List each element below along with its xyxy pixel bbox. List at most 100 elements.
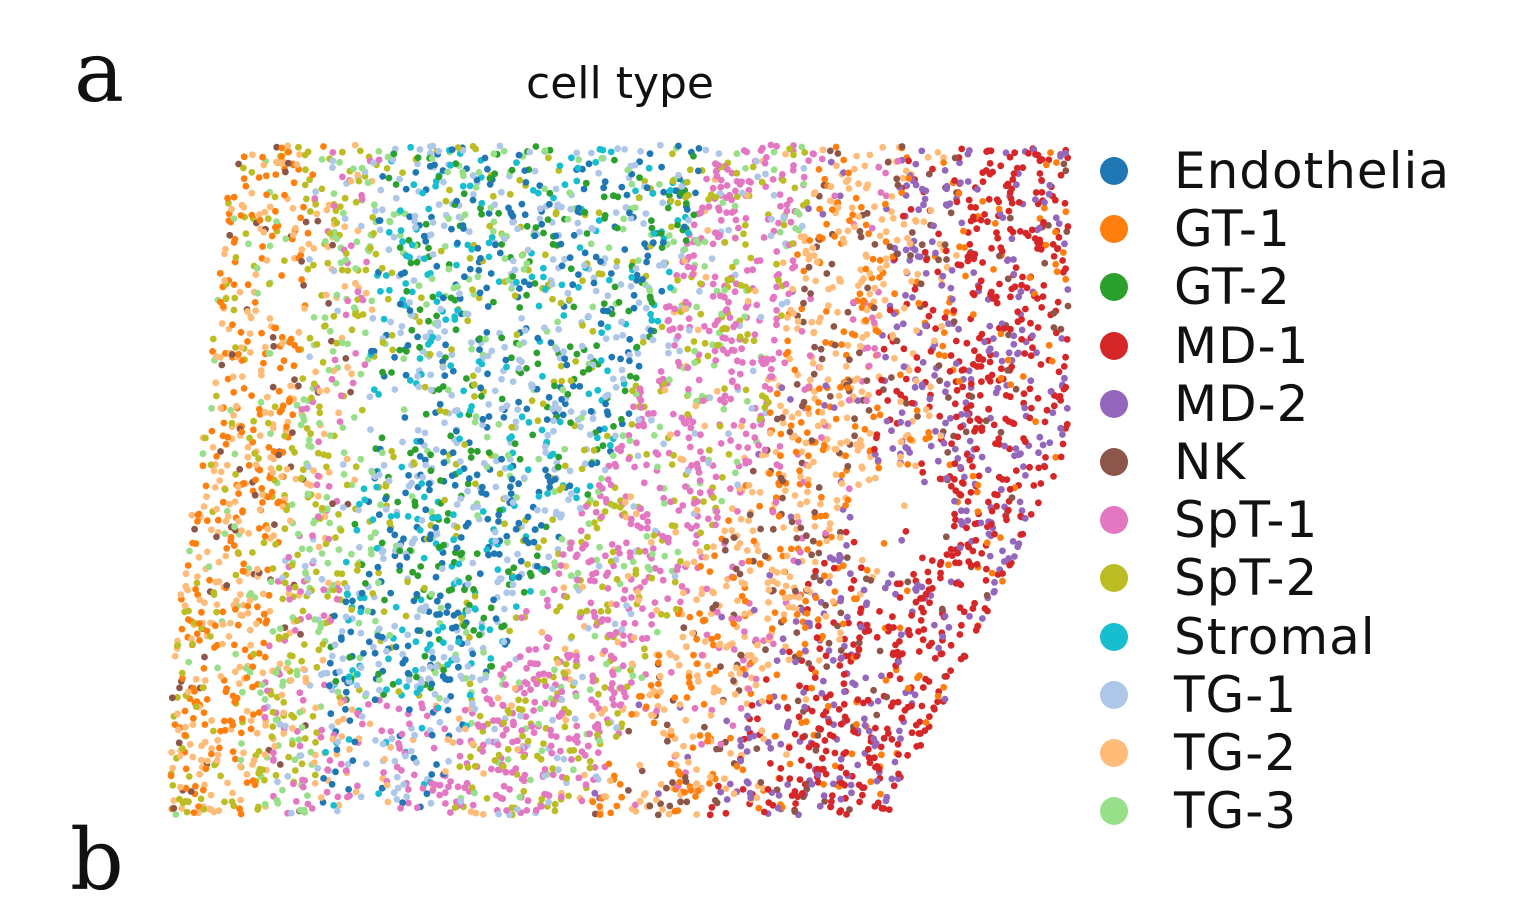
data-point bbox=[804, 476, 812, 484]
data-point bbox=[831, 341, 839, 349]
data-point bbox=[198, 608, 205, 616]
data-point bbox=[744, 297, 752, 305]
data-point bbox=[347, 177, 355, 185]
data-point bbox=[478, 210, 485, 218]
data-point bbox=[567, 265, 575, 273]
data-point bbox=[1057, 151, 1064, 158]
data-point bbox=[462, 629, 470, 636]
data-point bbox=[518, 315, 525, 322]
data-point bbox=[591, 577, 598, 585]
data-point bbox=[612, 209, 620, 217]
data-point bbox=[280, 357, 288, 365]
data-point bbox=[834, 150, 842, 157]
data-point bbox=[917, 730, 924, 737]
data-point bbox=[221, 530, 229, 537]
data-point bbox=[467, 454, 475, 461]
data-point bbox=[335, 511, 342, 518]
data-point bbox=[866, 429, 874, 437]
data-point bbox=[592, 508, 600, 516]
data-point bbox=[565, 654, 572, 661]
data-point bbox=[386, 286, 393, 294]
data-point bbox=[814, 732, 822, 739]
data-point bbox=[773, 415, 781, 423]
data-point bbox=[344, 297, 352, 305]
data-point bbox=[398, 626, 406, 634]
data-point bbox=[545, 635, 553, 643]
data-point bbox=[554, 463, 562, 471]
data-point bbox=[796, 682, 803, 690]
data-point bbox=[448, 472, 456, 479]
data-point bbox=[326, 229, 334, 237]
data-point bbox=[448, 225, 455, 233]
data-point bbox=[672, 654, 680, 661]
data-point bbox=[958, 411, 965, 418]
data-point bbox=[624, 572, 632, 580]
data-point bbox=[728, 368, 735, 375]
data-point bbox=[947, 284, 955, 292]
data-point bbox=[520, 474, 528, 482]
data-point bbox=[1045, 190, 1053, 198]
data-point bbox=[689, 418, 697, 426]
data-point bbox=[778, 312, 785, 319]
data-point bbox=[190, 687, 198, 695]
data-point bbox=[817, 512, 825, 520]
data-point bbox=[926, 713, 933, 720]
data-point bbox=[523, 807, 531, 814]
data-point bbox=[308, 805, 316, 812]
data-point bbox=[543, 643, 550, 651]
data-point bbox=[204, 757, 212, 765]
data-point bbox=[693, 766, 700, 773]
data-point bbox=[844, 462, 852, 470]
data-point bbox=[773, 142, 780, 150]
data-point bbox=[778, 384, 786, 392]
data-point bbox=[904, 684, 912, 692]
data-point bbox=[784, 314, 791, 321]
data-point bbox=[776, 191, 784, 199]
data-point bbox=[220, 717, 228, 725]
data-point bbox=[378, 784, 386, 792]
data-point bbox=[348, 481, 356, 489]
data-point bbox=[687, 786, 695, 794]
data-point bbox=[897, 735, 904, 743]
data-point bbox=[837, 647, 845, 654]
data-point bbox=[301, 181, 309, 189]
data-point bbox=[727, 671, 735, 678]
data-point bbox=[458, 549, 466, 557]
data-point bbox=[178, 805, 186, 812]
data-point bbox=[620, 215, 628, 223]
data-point bbox=[501, 605, 508, 613]
data-point bbox=[969, 472, 977, 480]
data-point bbox=[231, 698, 239, 706]
data-point bbox=[683, 798, 691, 806]
data-point bbox=[261, 408, 269, 416]
data-point bbox=[230, 306, 238, 314]
data-point bbox=[246, 349, 254, 356]
data-point bbox=[540, 273, 547, 281]
data-point bbox=[614, 710, 621, 717]
data-point bbox=[918, 583, 926, 591]
data-point bbox=[570, 766, 577, 774]
data-point bbox=[871, 203, 878, 211]
data-point bbox=[345, 786, 352, 793]
data-point bbox=[554, 318, 561, 326]
data-point bbox=[397, 329, 405, 337]
data-point bbox=[429, 514, 436, 522]
data-point bbox=[543, 791, 551, 798]
data-point bbox=[306, 545, 313, 553]
data-point bbox=[850, 538, 858, 546]
data-point bbox=[797, 500, 804, 508]
data-point bbox=[318, 156, 326, 163]
data-point bbox=[798, 305, 806, 313]
data-point bbox=[505, 568, 512, 576]
data-point bbox=[686, 443, 694, 451]
data-point bbox=[1007, 325, 1014, 333]
data-point bbox=[701, 422, 708, 430]
data-point bbox=[675, 507, 683, 514]
data-point bbox=[660, 188, 668, 196]
data-point bbox=[754, 547, 762, 555]
data-point bbox=[590, 279, 598, 287]
data-point bbox=[276, 625, 284, 632]
data-point bbox=[654, 811, 662, 819]
data-point bbox=[471, 592, 479, 600]
data-point bbox=[921, 248, 929, 256]
